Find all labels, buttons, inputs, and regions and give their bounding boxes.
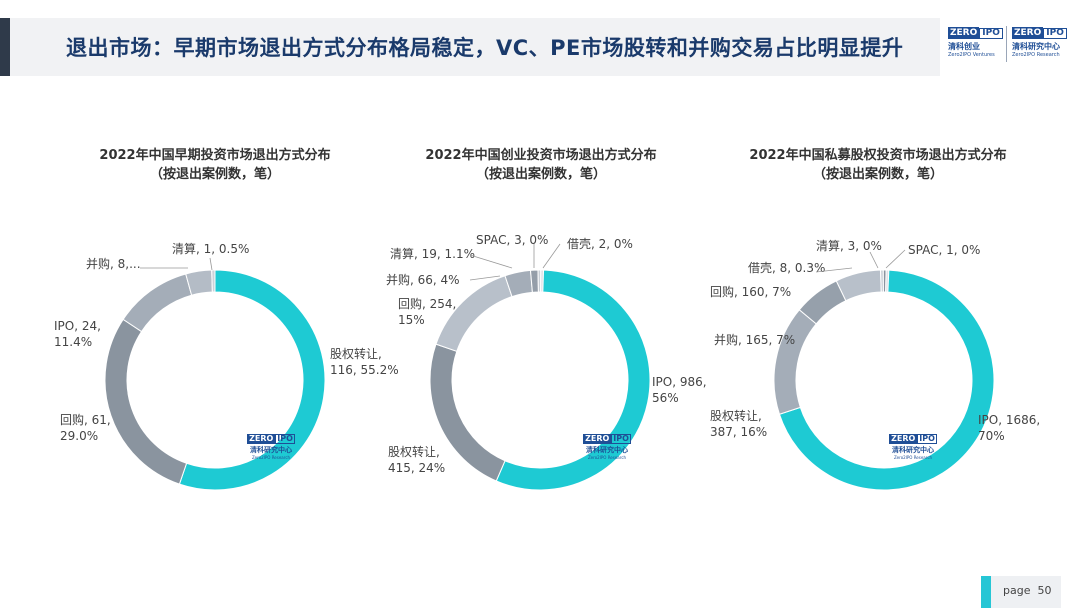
- zero2ipo-ventures-logo: ZERO IPO 清科创业 Zero2IPO Ventures: [948, 20, 1006, 72]
- chart-2-leader-5: [469, 254, 513, 269]
- chart-1-slice-2: [104, 318, 188, 485]
- chart-1-watermark: ZERO IPO 清科研究中心 Zero2IPO Research: [247, 434, 295, 460]
- page-number: page 50: [1003, 584, 1052, 597]
- chart-2-label-6: SPAC, 3, 0%: [476, 233, 548, 247]
- chart-2-label-4: 并购, 66, 4%: [386, 272, 460, 287]
- chart-2-label-1: IPO, 986, 56%: [652, 375, 707, 405]
- chart-1-slice-3: [122, 273, 193, 333]
- chart-3-watermark: ZERO IPO 清科研究中心 Zero2IPO Research: [889, 434, 937, 460]
- logo-divider: [1006, 26, 1007, 62]
- chart-2-leader-4: [469, 275, 501, 281]
- chart-3-label-1: IPO, 1686, 70%: [978, 413, 1040, 443]
- chart-3-slice-1: [778, 269, 995, 491]
- chart-2-label-3: 回购, 254, 15%: [398, 296, 456, 327]
- chart-1-label-2: 回购, 61, 29.0%: [60, 412, 111, 443]
- chart-3-leader-6: [869, 251, 879, 269]
- chart-2-slice-3: [435, 275, 513, 352]
- chart-1-label-4: 并购, 8,...: [86, 256, 141, 271]
- chart-2-label-2: 股权转让, 415, 24%: [388, 444, 445, 475]
- chart-1-label-1: 股权转让, 116, 55.2%: [330, 346, 399, 377]
- chart-3-label-4: 回购, 160, 7%: [710, 284, 791, 299]
- chart-3-slice-7: [885, 269, 890, 293]
- title-bar: [0, 18, 940, 76]
- page-tag-accent: [981, 576, 991, 608]
- chart-3-leader-5: [815, 267, 853, 273]
- chart-3-leader-7: [885, 249, 906, 269]
- chart-2-slice-7: [540, 269, 545, 293]
- chart-1-slice-5: [211, 269, 216, 293]
- chart-1-title: 2022年中国早期投资市场退出方式分布 （按退出案例数，笔）: [99, 148, 331, 182]
- chart-3-label-6: 清算, 3, 0%: [816, 238, 882, 253]
- chart-2-label-7: 借壳, 2, 0%: [567, 237, 633, 251]
- page-title: 退出市场：早期市场退出方式分布格局稳定，VC、PE市场股转和并购交易占比明显提升: [66, 36, 904, 60]
- chart-2-watermark: ZERO IPO 清科研究中心 Zero2IPO Research: [583, 434, 631, 460]
- chart-3-label-2: 股权转让, 387, 16%: [710, 408, 767, 439]
- chart-3-title: 2022年中国私募股权投资市场退出方式分布 （按退出案例数，笔）: [749, 148, 1007, 182]
- page-tag: [991, 576, 1061, 608]
- chart-2-slice-5: [529, 269, 539, 293]
- chart-3-label-7: SPAC, 1, 0%: [908, 243, 980, 257]
- zero2ipo-research-logo: ZERO IPO 清科研究中心 Zero2IPO Research: [1012, 20, 1070, 72]
- chart-1-label-3: IPO, 24, 11.4%: [54, 319, 101, 349]
- title-accent-bar: [0, 18, 10, 76]
- chart-3-slice-2: [773, 309, 817, 415]
- chart-3-label-3: 并购, 165, 7%: [714, 332, 795, 347]
- chart-1-label-5: 清算, 1, 0.5%: [172, 241, 249, 256]
- chart-3-label-5: 借壳, 8, 0.3%: [748, 261, 825, 275]
- chart-1-leader-5: [209, 257, 213, 271]
- chart-2-title: 2022年中国创业投资市场退出方式分布 （按退出案例数，笔）: [425, 148, 657, 182]
- chart-2-label-5: 清算, 19, 1.1%: [390, 246, 475, 261]
- chart-2-leader-7: [542, 243, 561, 269]
